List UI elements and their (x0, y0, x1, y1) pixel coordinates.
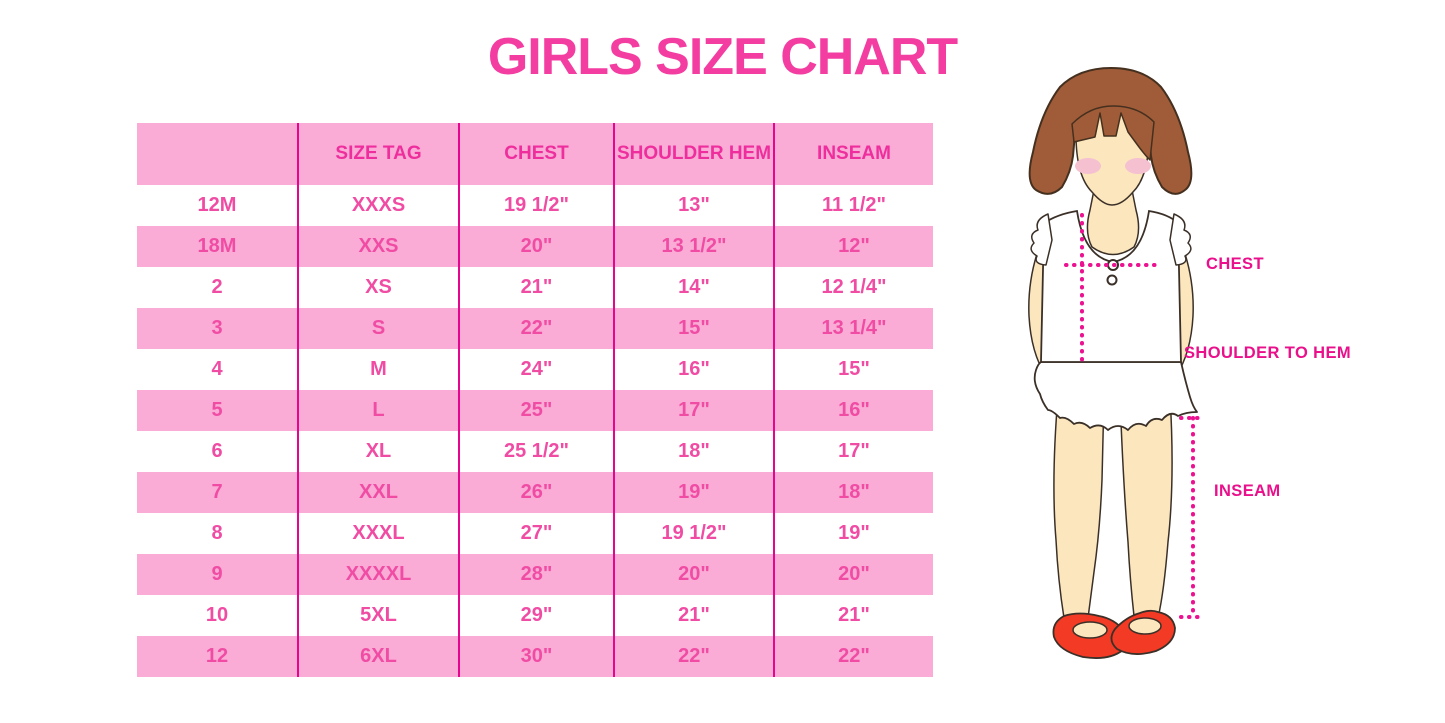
table-cell: 14" (613, 267, 773, 308)
hair-fringe (1071, 105, 1155, 161)
table-cell: 5XL (297, 595, 458, 636)
shoe-right-opening (1128, 617, 1162, 635)
table-cell: 17" (773, 431, 933, 472)
table-row: 7 XXL 26" 19" 18" (137, 472, 933, 513)
table-cell: 10 (205, 604, 229, 626)
table-cell: S (297, 308, 458, 349)
shoe-left-opening (1072, 621, 1108, 639)
table-cell: XXXL (297, 513, 458, 554)
table-cell: 19 1/2" (458, 185, 613, 226)
table-cell: 27" (458, 513, 613, 554)
table-cell: 20" (458, 226, 613, 267)
leg-left (1053, 395, 1105, 619)
table-cell: 12M (197, 194, 237, 216)
shoulder-to-hem-label: SHOULDER TO HEM (1184, 344, 1352, 362)
table-cell: M (297, 349, 458, 390)
table-row: 12M XXXS 19 1/2" 13" 11 1/2" (137, 185, 933, 226)
inseam-label: INSEAM (1214, 482, 1281, 500)
table-row: 10 5XL 29" 21" 21" (137, 595, 933, 636)
table-row: 9 XXXXL 28" 20" 20" (137, 554, 933, 595)
table-cell: 12 (205, 645, 229, 667)
ruffle-right (1169, 213, 1192, 266)
skirt (1033, 361, 1198, 431)
header-cell-shoulder-hem: SHOULDER HEM (613, 123, 773, 185)
table-cell: 4 (211, 358, 223, 380)
table-cell: 22" (458, 308, 613, 349)
table-cell: 30" (458, 636, 613, 677)
header-cell-size (137, 123, 297, 185)
header-cell-inseam: INSEAM (773, 123, 933, 185)
table-cell: 3 (211, 317, 223, 339)
table-cell: XXXXL (297, 554, 458, 595)
table-cell: XL (297, 431, 458, 472)
size-table-body: 12M XXXS 19 1/2" 13" 11 1/2" 18M XXS 20" 13 1/2"… (137, 185, 933, 677)
table-cell: XXL (297, 472, 458, 513)
table-cell: 6 (211, 440, 223, 462)
table-cell: 25" (458, 390, 613, 431)
table-cell: 17" (613, 390, 773, 431)
table-row: 4 M 24" 16" 15" (137, 349, 933, 390)
table-cell: 9 (211, 563, 223, 585)
table-cell: 24" (458, 349, 613, 390)
table-cell: 2 (211, 276, 223, 298)
table-row: 2 XS 21" 14" 12 1/4" (137, 267, 933, 308)
table-cell: 28" (458, 554, 613, 595)
table-cell: 13 1/4" (773, 308, 933, 349)
table-cell: 21" (458, 267, 613, 308)
button-bottom (1106, 274, 1118, 286)
table-cell: 26" (458, 472, 613, 513)
table-cell: 6XL (297, 636, 458, 677)
header-cell-chest: CHEST (458, 123, 613, 185)
chest-label: CHEST (1206, 255, 1264, 273)
table-cell: 19" (613, 472, 773, 513)
table-cell: 5 (211, 399, 223, 421)
table-row: 3 S 22" 15" 13 1/4" (137, 308, 933, 349)
blush-right (1125, 158, 1151, 174)
table-row: 5 L 25" 17" 16" (137, 390, 933, 431)
table-cell: 12" (773, 226, 933, 267)
table-cell: 11 1/2" (773, 185, 933, 226)
table-row: 12 6XL 30" 22" 22" (137, 636, 933, 677)
table-row: 6 XL 25 1/2" 18" 17" (137, 431, 933, 472)
table-cell: 16" (773, 390, 933, 431)
table-row: 8 XXXL 27" 19 1/2" 19" (137, 513, 933, 554)
table-cell: XXXS (297, 185, 458, 226)
table-cell: 18" (613, 431, 773, 472)
table-cell: 20" (613, 554, 773, 595)
table-cell: 29" (458, 595, 613, 636)
table-cell: 18M (197, 235, 237, 257)
table-cell: 21" (773, 595, 933, 636)
table-cell: XS (297, 267, 458, 308)
table-cell: 22" (613, 636, 773, 677)
table-cell: XXS (297, 226, 458, 267)
header-cell-size-tag: SIZE TAG (297, 123, 458, 185)
table-cell: 8 (211, 522, 223, 544)
size-table: SIZE TAG CHEST SHOULDER HEM INSEAM 12M XX… (137, 123, 933, 677)
table-cell: 25 1/2" (458, 431, 613, 472)
table-cell: 15" (613, 308, 773, 349)
table-cell: 15" (773, 349, 933, 390)
table-cell: 13 1/2" (613, 226, 773, 267)
table-row: 18M XXS 20" 13 1/2" 12" (137, 226, 933, 267)
table-cell: 21" (613, 595, 773, 636)
table-cell: 13" (613, 185, 773, 226)
blush-left (1075, 158, 1101, 174)
table-cell: 12 1/4" (773, 267, 933, 308)
table-cell: 22" (773, 636, 933, 677)
table-cell: 19 1/2" (613, 513, 773, 554)
table-cell: 18" (773, 472, 933, 513)
table-cell: 19" (773, 513, 933, 554)
page-title: GIRLS SIZE CHART (487, 28, 958, 86)
girl-figure-illustration (1028, 66, 1207, 659)
table-cell: L (297, 390, 458, 431)
table-cell: 16" (613, 349, 773, 390)
ruffle-left (1030, 213, 1053, 266)
table-cell: 7 (211, 481, 223, 503)
table-header-row: SIZE TAG CHEST SHOULDER HEM INSEAM (137, 123, 933, 185)
table-cell: 20" (773, 554, 933, 595)
